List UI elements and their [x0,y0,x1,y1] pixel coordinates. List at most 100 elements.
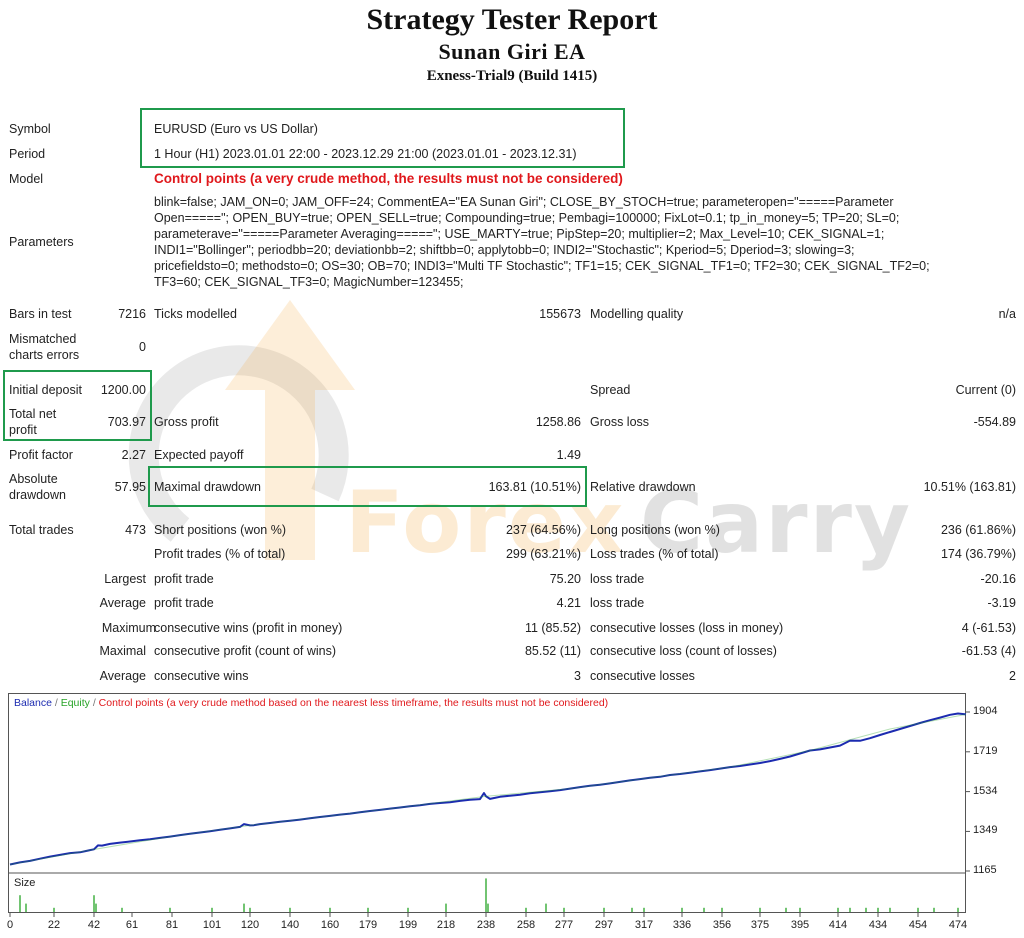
maximal-drawdown-value: 163.81 (10.51%) [488,480,581,494]
quality-value: n/a [998,307,1016,321]
parameters-value: blink=false; JAM_ON=0; JAM_OFF=24; Comme… [154,194,1014,290]
largest-loss-label: loss trade [590,572,645,586]
maximal-consecutive-profit-label: consecutive profit (count of wins) [154,644,337,658]
x-tick-label: 61 [125,919,139,931]
x-tick-label: 120 [240,919,260,931]
x-tick-label: 81 [165,919,179,931]
report-header: Strategy Tester Report Sunan Giri EA Exn… [0,2,1024,86]
net-profit-value: 703.97 [107,415,146,429]
x-tick-label: 434 [868,919,888,931]
maximal-consecutive-loss-value: -61.53 (4) [961,644,1016,658]
x-tick-label: 474 [948,919,968,931]
model-label: Model [9,172,44,186]
ticks-value: 155673 [539,307,581,321]
largest-loss-value: -20.16 [980,572,1016,586]
average-consecutive-losses-value: 2 [1009,669,1016,683]
average-profit-label: profit trade [154,596,214,610]
total-trades-value: 473 [125,523,146,537]
x-tick-label: 218 [436,919,456,931]
absolute-drawdown-value: 57.95 [114,480,146,494]
parameters-line: pricefieldsto=0; methodsto=0; OS=30; OB=… [154,259,930,273]
x-tick-label: 179 [358,919,378,931]
x-tick-label: 297 [594,919,614,931]
spread-value: Current (0) [955,383,1016,397]
largest-profit-value: 75.20 [549,572,581,586]
average-loss-label: loss trade [590,596,645,610]
legend-separator: / [89,697,99,709]
short-positions-label: Short positions (won %) [154,523,287,537]
legend-control-points: Control points (a very crude method base… [98,697,609,709]
mismatch-value: 0 [139,340,146,354]
x-tick-label: 356 [712,919,732,931]
bars-value: 7216 [118,307,146,321]
x-tick-label: 101 [202,919,222,931]
average-label: Average [99,596,146,610]
gross-profit-value: 1258.86 [535,415,581,429]
gross-loss-value: -554.89 [973,415,1016,429]
average-consecutive-wins-label: consecutive wins [154,669,249,683]
x-tick-label: 375 [750,919,770,931]
x-tick-label: 238 [476,919,496,931]
y-tick-label: 1534 [973,784,998,797]
model-warning: Control points (a very crude method, the… [154,171,623,186]
x-tick-label: 317 [634,919,654,931]
highlight-box-deposit-profit [3,370,152,441]
quality-label: Modelling quality [590,307,684,321]
maximal-label: Maximal [99,644,146,658]
x-tick-label: 336 [672,919,692,931]
gross-loss-label: Gross loss [590,415,650,429]
report-title: Strategy Tester Report [366,3,658,36]
parameters-line: Open====="; OPEN_BUY=true; OPEN_SELL=tru… [154,211,900,225]
ea-name: Sunan Giri EA [438,39,586,64]
y-tick-label: 1904 [973,705,998,717]
profit-factor-label: Profit factor [9,448,73,462]
series-line-balance [9,712,967,866]
bars-label: Bars in test [9,307,72,321]
highlight-box-maximal-drawdown [148,466,587,507]
short-positions-value: 237 (64.56%) [505,523,581,537]
deposit-label: Initial deposit [9,383,82,397]
max-consecutive-wins-value: 11 (85.52) [524,621,581,635]
loss-trades-label: Loss trades (% of total) [590,547,719,561]
symbol-label: Symbol [9,122,51,136]
y-tick-label: 1349 [973,824,998,837]
x-tick-label: 414 [828,919,848,931]
legend-balance: Balance [14,697,52,709]
watermark-text-carry: Carry [640,473,913,573]
average-consecutive-label: Average [99,669,146,683]
largest-label: Largest [104,572,146,586]
max-consecutive-losses-value: 4 (-61.53) [961,621,1016,635]
x-tick-label: 22 [47,919,61,931]
maximal-consecutive-profit-value: 85.52 (11) [524,644,581,658]
maximal-consecutive-loss-label: consecutive loss (count of losses) [590,644,777,658]
x-tick-label: 258 [516,919,536,931]
watermark-text-forex: Forex [345,473,626,573]
average-loss-value: -3.19 [987,596,1017,610]
highlight-box-symbol-period [140,108,625,168]
long-positions-value: 236 (61.86%) [940,523,1016,537]
relative-drawdown-value: 10.51% (163.81) [923,480,1016,494]
y-tick-label: 1719 [973,744,998,757]
gross-profit-label: Gross profit [154,415,219,429]
parameters-line: parameterave="=====Parameter Averaging==… [154,227,885,241]
net-profit-label: profit [9,423,37,437]
max-consecutive-losses-label: consecutive losses (loss in money) [590,621,784,635]
total-trades-label: Total trades [9,523,74,537]
average-consecutive-wins-value: 3 [574,669,581,683]
expected-payoff-value: 1.49 [556,448,581,462]
series-line-equity [9,713,967,865]
profit-trades-value: 299 (63.21%) [505,547,581,561]
x-tick-label: 42 [87,919,101,931]
mismatch-label: charts errors [9,348,80,362]
legend-separator: / [51,697,61,709]
parameters-label: Parameters [9,235,74,249]
spread-label: Spread [590,383,631,397]
balance-chart-frame [8,693,966,913]
absolute-drawdown-label: Absolute [9,472,58,486]
profit-factor-value: 2.27 [121,448,146,462]
symbol-value: EURUSD (Euro vs US Dollar) [154,122,318,136]
parameters-line: blink=false; JAM_ON=0; JAM_OFF=24; Comme… [154,195,894,209]
x-tick-label: 277 [554,919,574,931]
x-tick-label: 199 [398,919,418,931]
